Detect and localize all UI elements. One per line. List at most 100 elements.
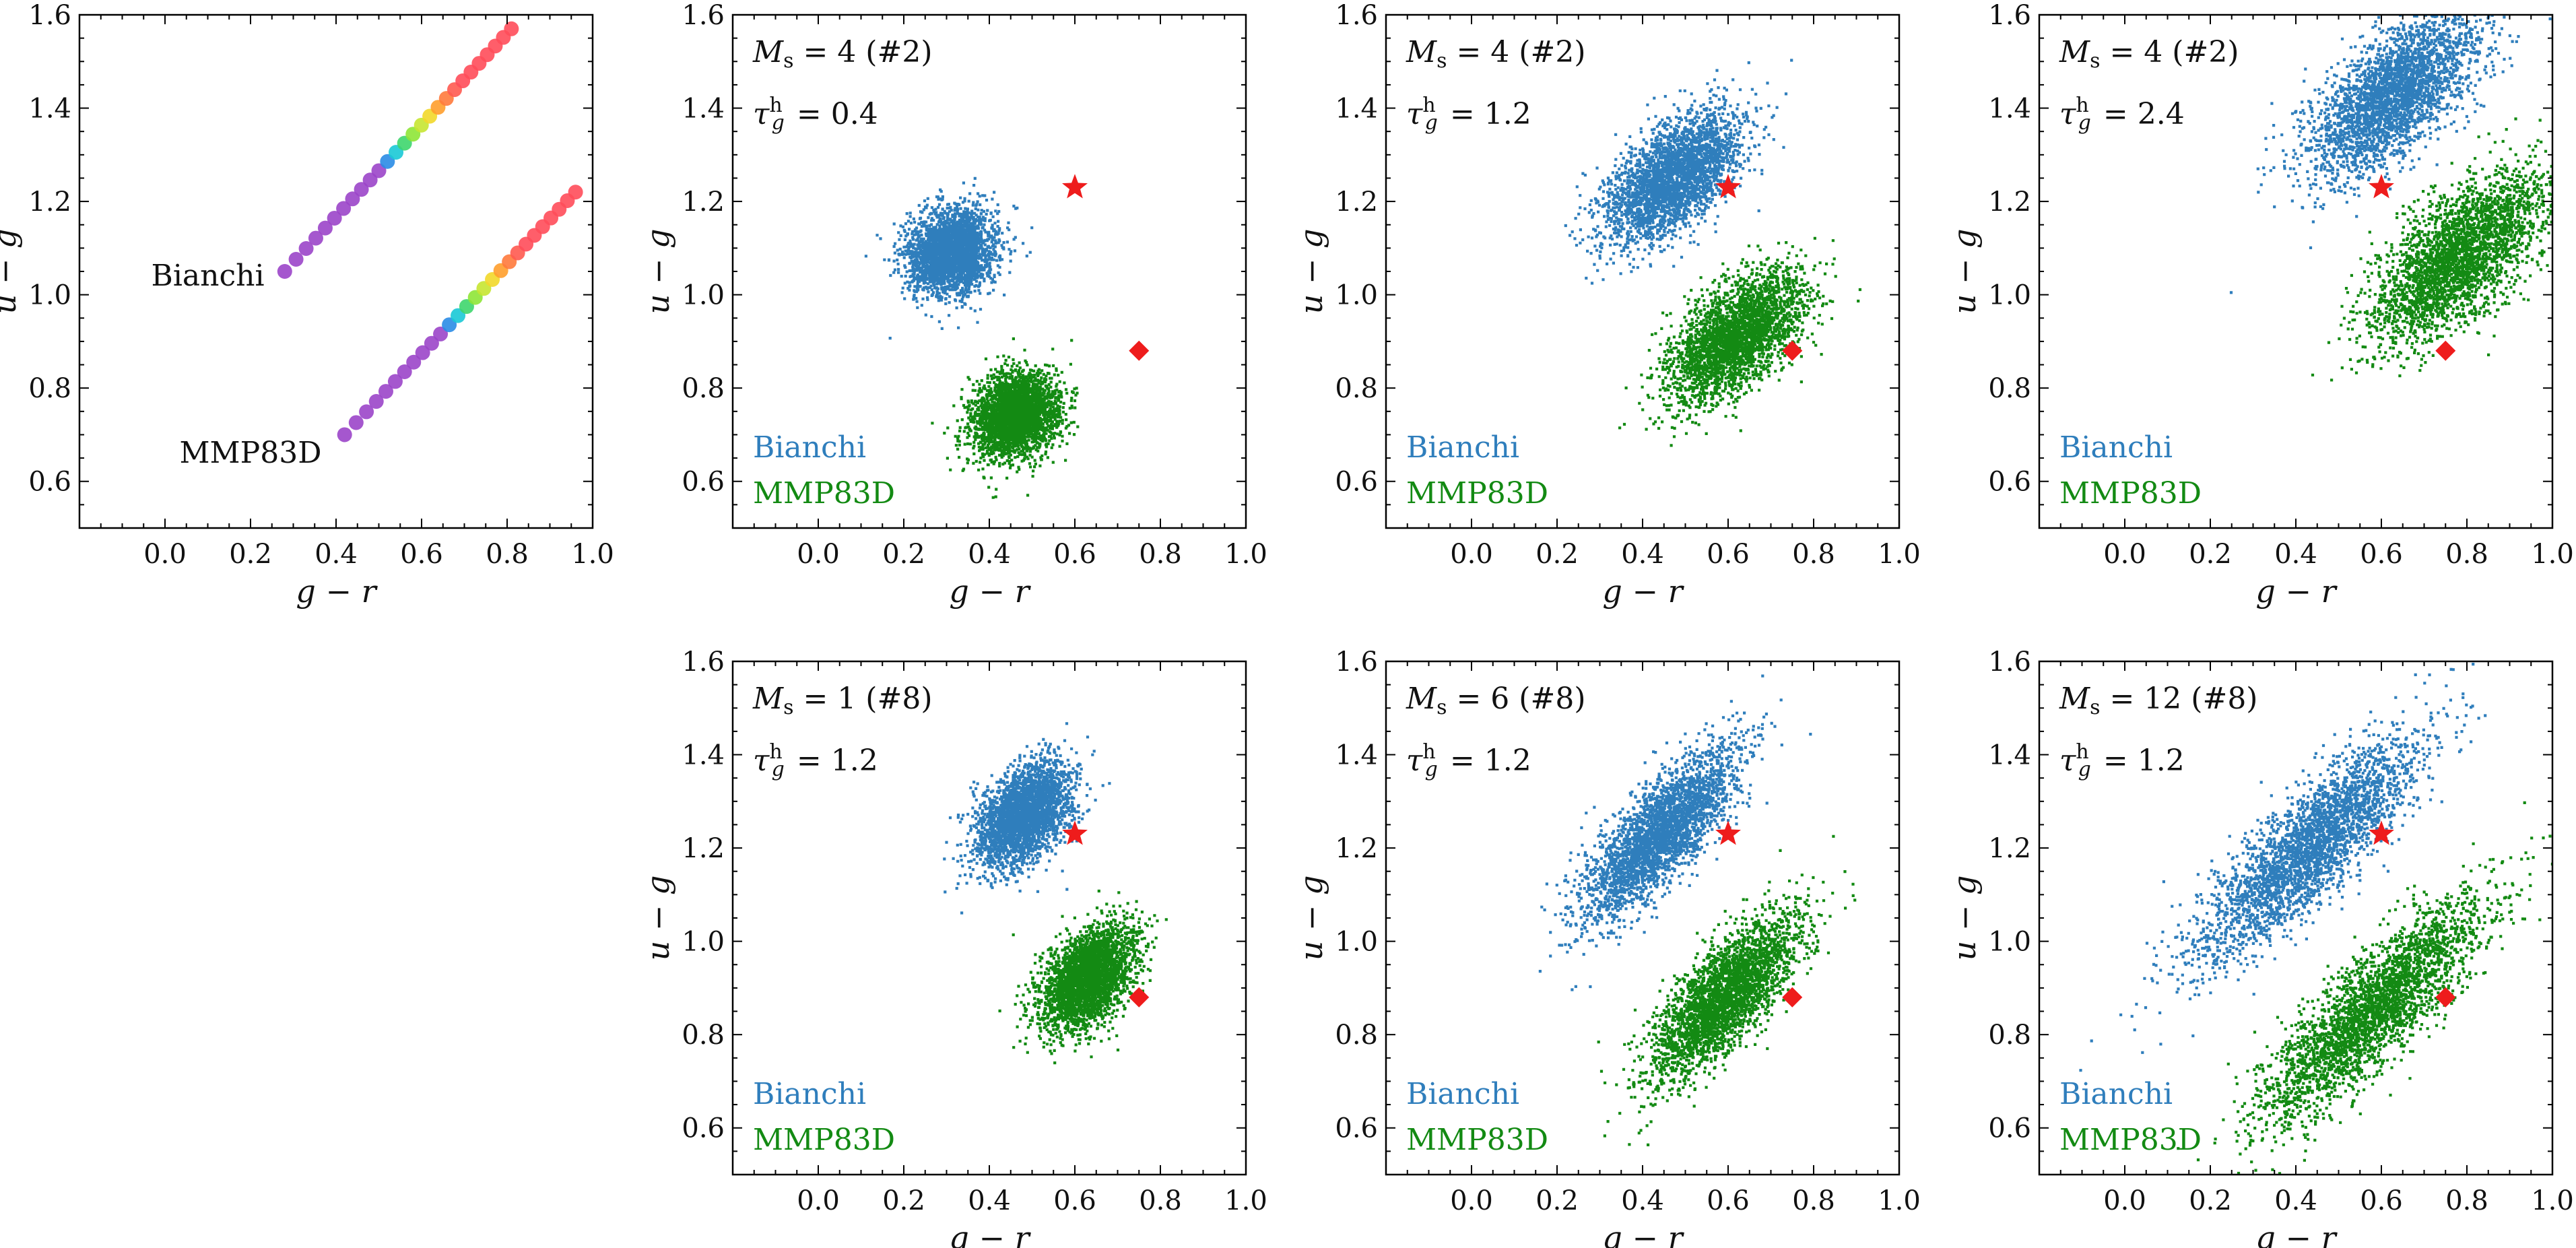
- track-point: [327, 210, 342, 226]
- y-tick-label: 0.8: [1335, 1020, 1378, 1051]
- legend-bianchi: Bianchi: [1406, 1077, 1519, 1111]
- y-tick-label: 0.8: [1988, 373, 2031, 404]
- panel-annotation: τh g = 1.2: [1406, 740, 1531, 781]
- panel-annotation: τh g = 1.2: [2059, 740, 2185, 781]
- track-point: [298, 240, 314, 256]
- x-tick-label: 0.2: [882, 539, 925, 570]
- scatter-points-bianchi: [2229, 15, 2552, 294]
- y-axis-label: u − g: [1946, 229, 1983, 315]
- x-tick-label: 0.4: [1621, 539, 1664, 570]
- track-point: [368, 394, 384, 409]
- y-tick-label: 1.2: [682, 833, 725, 864]
- panel-p6: 0.0 0.2 0.4 0.6 0.8 1.0 0.6 0.8 1.0 1.2 1.4 1.6 g − …: [1946, 647, 2574, 1248]
- y-tick-label: 1.4: [1988, 94, 2031, 125]
- marker-diamond: [1129, 340, 1150, 361]
- track-point: [424, 335, 439, 351]
- panel-p0: Bianchi MMP83D 0.0 0.2 0.4 0.6 0.8 1.0 0.6 0.8 1.0…: [0, 0, 614, 610]
- legend-mmp83d: MMP83D: [2059, 476, 2202, 511]
- track-point: [442, 317, 457, 333]
- y-tick-label: 1.6: [682, 647, 725, 678]
- y-tick-label: 1.2: [682, 187, 725, 218]
- x-axis-label: g − r: [2255, 573, 2338, 610]
- scatter-points-bianchi: [943, 722, 1111, 915]
- y-tick-label: 0.6: [1335, 1113, 1378, 1144]
- y-tick-label: 1.4: [682, 740, 725, 771]
- x-tick-label: 0.4: [1621, 1185, 1664, 1216]
- legend-bianchi: Bianchi: [2059, 1077, 2173, 1111]
- y-axis-label: u − g: [1293, 876, 1329, 961]
- y-tick-label: 0.6: [28, 467, 71, 498]
- x-tick-label: 1.0: [2531, 1185, 2574, 1216]
- ticks: [79, 14, 593, 528]
- scatter-points-mmp83d: [1597, 834, 1857, 1146]
- marker-diamond: [1782, 340, 1803, 361]
- series-mmp83d-points: [1597, 834, 1857, 1146]
- x-tick-label: 0.4: [2274, 539, 2317, 570]
- scatter-points-mmp83d: [998, 889, 1168, 1065]
- marker-diamond: [2435, 340, 2456, 361]
- x-tick-label: 0.6: [2360, 539, 2403, 570]
- panel-annotation: Ms = 4 (#2): [2059, 35, 2239, 73]
- track-point: [568, 185, 583, 200]
- legend-bianchi: Bianchi: [1406, 430, 1519, 465]
- track-point: [359, 404, 374, 420]
- track-point: [336, 201, 352, 216]
- series-bianchi-points: [2229, 15, 2552, 294]
- y-tick-label: 1.2: [1988, 833, 2031, 864]
- plot-area: [277, 21, 583, 442]
- y-tick-label: 1.6: [1335, 0, 1378, 31]
- x-axis-label: g − r: [296, 573, 378, 610]
- x-tick-label: 0.2: [2189, 1185, 2232, 1216]
- y-tick-label: 1.2: [28, 187, 71, 218]
- x-tick-label: 0.8: [1139, 1185, 1182, 1216]
- track-point: [406, 354, 422, 370]
- y-tick-label: 0.8: [682, 373, 725, 404]
- track-point: [504, 21, 519, 36]
- series-mmp83d-points: [998, 889, 1168, 1065]
- x-axis-label: g − r: [949, 1220, 1031, 1248]
- y-tick-label: 1.4: [28, 94, 71, 125]
- x-tick-label: 1.0: [1224, 539, 1267, 570]
- x-tick-label: 0.0: [797, 539, 840, 570]
- y-tick-label: 1.0: [682, 927, 725, 958]
- x-tick-label: 0.0: [797, 1185, 840, 1216]
- panel-annotation: τh g = 1.2: [753, 740, 878, 781]
- y-tick-label: 0.6: [1335, 467, 1378, 498]
- track-point: [415, 345, 430, 360]
- y-tick-label: 0.8: [682, 1020, 725, 1051]
- y-tick-label: 1.4: [1335, 94, 1378, 125]
- marker-star: [1062, 820, 1088, 845]
- ticks: [1386, 14, 1900, 528]
- track-point: [337, 427, 352, 442]
- track-point: [345, 191, 360, 207]
- x-axis-label: g − r: [1602, 573, 1684, 610]
- plot-area: [2079, 661, 2552, 1175]
- track-point: [397, 364, 412, 379]
- panel-annotation: τh g = 0.4: [753, 94, 878, 135]
- y-tick-label: 1.0: [1335, 280, 1378, 311]
- x-tick-label: 0.4: [315, 539, 358, 570]
- marker-star: [2369, 174, 2394, 199]
- ticks: [2039, 14, 2553, 528]
- track-bianchi: [277, 21, 519, 279]
- panel-annotation: Ms = 12 (#8): [2059, 682, 2257, 719]
- y-tick-label: 0.8: [1335, 373, 1378, 404]
- x-tick-label: 0.4: [968, 539, 1011, 570]
- y-axis-label: u − g: [640, 876, 676, 961]
- x-axis-label: g − r: [2255, 1220, 2338, 1248]
- y-tick-label: 0.6: [682, 467, 725, 498]
- legend-bianchi: Bianchi: [753, 1077, 866, 1111]
- track-point: [288, 252, 304, 267]
- track-point: [308, 230, 323, 246]
- scatter-points-bianchi: [1564, 59, 1793, 285]
- series-bianchi-points: [1538, 674, 1812, 991]
- legend-bianchi: Bianchi: [2059, 430, 2173, 465]
- legend-mmp83d: MMP83D: [753, 476, 895, 511]
- ticks: [733, 14, 1247, 528]
- track-point: [378, 384, 393, 399]
- scatter-points-bianchi: [1538, 674, 1812, 991]
- x-tick-label: 1.0: [1878, 539, 1921, 570]
- y-tick-label: 1.6: [682, 0, 725, 31]
